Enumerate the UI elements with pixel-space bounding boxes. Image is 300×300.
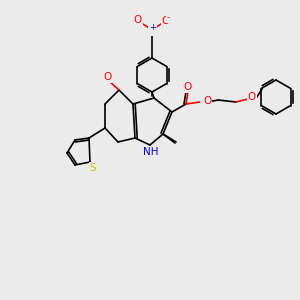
Text: -: - xyxy=(167,14,170,22)
Text: NH: NH xyxy=(143,147,159,157)
Text: O: O xyxy=(103,72,111,82)
Text: O: O xyxy=(203,96,211,106)
Text: O: O xyxy=(201,97,209,107)
Text: O: O xyxy=(184,82,192,92)
Text: O: O xyxy=(162,16,170,26)
Text: O: O xyxy=(248,92,256,102)
Text: S: S xyxy=(90,163,96,173)
Text: +: + xyxy=(150,23,156,32)
Text: N: N xyxy=(148,25,156,35)
Text: O: O xyxy=(134,15,142,25)
